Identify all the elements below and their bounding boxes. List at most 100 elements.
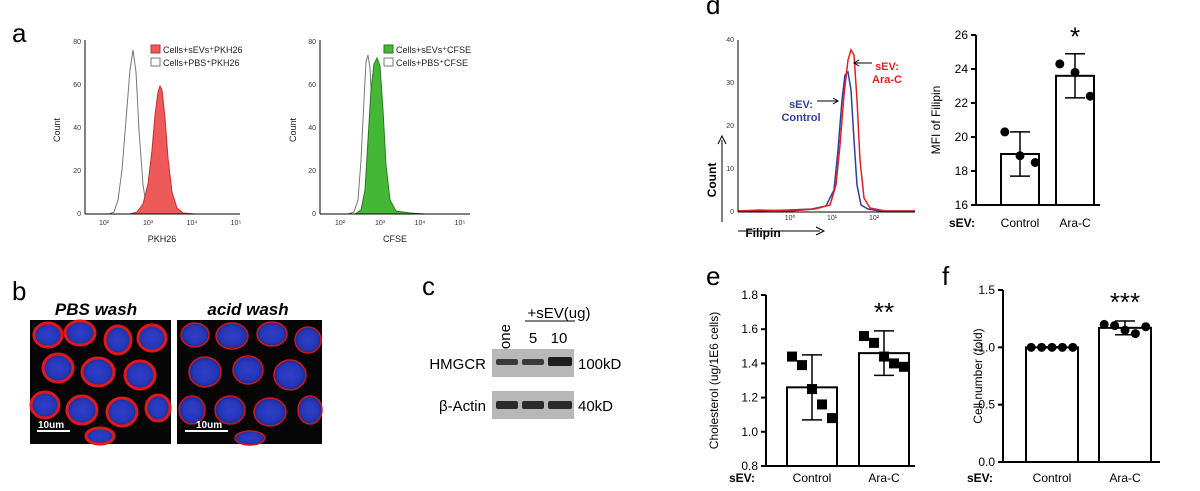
size-100kd: 100kD — [578, 356, 622, 373]
d_bar-category-label: Control — [1001, 216, 1040, 230]
d_bar-ytick-label: 18 — [955, 164, 969, 178]
f_bar-category-label: Ara-C — [1109, 471, 1141, 485]
micrograph-acid-title: acid wash — [207, 300, 288, 319]
d_bar-ytick-label: 24 — [955, 62, 969, 76]
f_bar-data-point — [1037, 342, 1047, 352]
f_bar-data-point — [1026, 342, 1036, 352]
d-xtick: 10¹ — [827, 215, 838, 222]
f_bar-significance: *** — [1110, 287, 1140, 317]
panel-d-histogram: 0 10 20 30 40 10⁰ 10¹ 10² Count Filipin … — [705, 37, 915, 240]
e_bar-data-point — [797, 360, 807, 371]
f_bar-y-label: Cell number (fold) — [971, 328, 985, 423]
e_bar-ytick-label: 1.8 — [741, 288, 758, 302]
a2-ytick: 40 — [308, 125, 316, 132]
a1-x-label: PKH26 — [148, 234, 177, 244]
e_bar-category-label: Control — [793, 471, 832, 485]
f_bar-axis-prefix: sEV: — [967, 471, 993, 485]
f_bar-bar-control — [1025, 346, 1079, 464]
panel-a1-histogram: 0 20 40 60 80 10² 10³ 10⁴ 10⁵ Count PKH2… — [52, 39, 243, 244]
d_bar-ytick-label: 16 — [955, 198, 969, 212]
d_bar-ytick-label: 20 — [955, 130, 969, 144]
scale-bar-right: 10um — [196, 420, 222, 431]
d_bar-data-point — [1085, 91, 1095, 101]
e_bar-data-point — [787, 351, 797, 362]
d-ytick: 30 — [726, 80, 734, 87]
scale-bar-left: 10um — [38, 420, 64, 431]
protein-hmgcr: HMGCR — [429, 356, 486, 373]
e_bar-data-point — [889, 358, 899, 369]
d-ytick: 40 — [726, 37, 734, 44]
a2-ytick: 0 — [312, 211, 316, 218]
d-xtick: 10⁰ — [785, 214, 796, 222]
label-arac-1: sEV: — [875, 61, 899, 73]
e_bar-data-point — [899, 361, 909, 372]
a2-xtick: 10⁵ — [455, 220, 466, 227]
d-ytick: 10 — [726, 166, 734, 173]
panel-label-e: e — [706, 261, 720, 291]
a2-legend-sevs: Cells+sEVs⁺CFSE — [396, 45, 471, 55]
e_bar-ytick-label: 1.2 — [741, 391, 758, 405]
lane-label-5: 5 — [529, 330, 537, 347]
a2-legend-swatch-pbs — [383, 57, 394, 67]
a1-legend-pbs: Cells+PBS⁺PKH26 — [163, 58, 240, 68]
e_bar-data-point — [879, 351, 889, 362]
a1-y-label: Count — [52, 118, 62, 143]
d_bar-data-point — [1015, 151, 1025, 161]
micrograph-pbs-title: PBS wash — [55, 300, 137, 319]
sevs-pkh26-histogram — [85, 84, 240, 215]
a2-x-label: CFSE — [383, 234, 407, 244]
e_bar-y-label: Cholesterol (ug/1E6 cells) — [707, 312, 721, 449]
a2-legend-pbs: Cells+PBS⁺CFSE — [396, 58, 468, 68]
e_bar-data-point — [869, 337, 879, 348]
f_bar-ytick-label: 0.0 — [978, 455, 995, 469]
label-control-2: Control — [781, 112, 820, 124]
control-histogram — [738, 70, 915, 212]
a1-ytick: 0 — [77, 211, 81, 218]
d-y-label: Count — [705, 163, 719, 198]
a1-xtick: 10² — [99, 220, 110, 227]
d-x-label: Filipin — [745, 226, 780, 240]
e_bar-significance: ** — [874, 297, 894, 327]
d_bar-ytick-label: 26 — [955, 28, 969, 42]
label-control-1: sEV: — [789, 99, 813, 111]
f_bar-data-point — [1068, 342, 1078, 352]
a2-legend-swatch-sevs — [383, 44, 394, 54]
f_bar-ytick-label: 1.5 — [978, 283, 995, 297]
a2-ytick: 20 — [308, 168, 316, 175]
e_bar-data-point — [817, 399, 827, 410]
d_bar-ytick-label: 22 — [955, 96, 969, 110]
e_bar-axis-prefix: sEV: — [729, 471, 755, 485]
a1-legend-swatch-sevs — [150, 44, 161, 54]
chart-mfi-filipin: 16 18 20 22 24 26 MFI of Filipin sEV: Control Ara… — [929, 22, 1100, 230]
d-ytick: 20 — [726, 123, 734, 130]
panel-label-a: a — [12, 18, 27, 48]
a1-legend-swatch-pbs — [150, 57, 161, 67]
d_bar-data-point — [1000, 127, 1010, 137]
chart-cell-number: 0.0 0.5 1.0 1.5 Cell number (fold) sEV: Contro… — [967, 283, 1160, 485]
size-40kd: 40kD — [578, 398, 613, 415]
f_bar-ytick-label: 0.5 — [978, 398, 995, 412]
pbs-pkh26-histogram — [85, 49, 154, 215]
a2-xtick: 10⁴ — [415, 220, 426, 227]
a1-ytick: 80 — [73, 39, 81, 46]
f_bar-data-point — [1141, 322, 1151, 332]
d_bar-category-label: Ara-C — [1059, 216, 1091, 230]
lane-label-sev: +sEV(ug) — [528, 305, 591, 322]
f_bar-bar-ara-c — [1098, 326, 1152, 463]
panel-label-f: f — [942, 261, 950, 291]
e_bar-ytick-label: 0.8 — [741, 459, 758, 473]
e_bar-data-point — [859, 331, 869, 342]
a1-ytick: 40 — [73, 125, 81, 132]
f_bar-data-point — [1057, 342, 1067, 352]
panel-label-d: d — [706, 0, 720, 20]
e_bar-ytick-label: 1.6 — [741, 322, 758, 336]
e_bar-data-point — [827, 413, 837, 424]
f_bar-data-point — [1120, 325, 1130, 335]
e_bar-ytick-label: 1.4 — [741, 356, 758, 370]
d_bar-data-point — [1030, 158, 1040, 167]
arac-histogram — [737, 48, 915, 212]
a2-ytick: 80 — [308, 39, 316, 46]
chart-cholesterol: 0.8 1.0 1.2 1.4 1.6 1.8 Cholesterol (ug/1E6 ce… — [707, 288, 915, 485]
label-arac-2: Ara-C — [872, 74, 902, 86]
